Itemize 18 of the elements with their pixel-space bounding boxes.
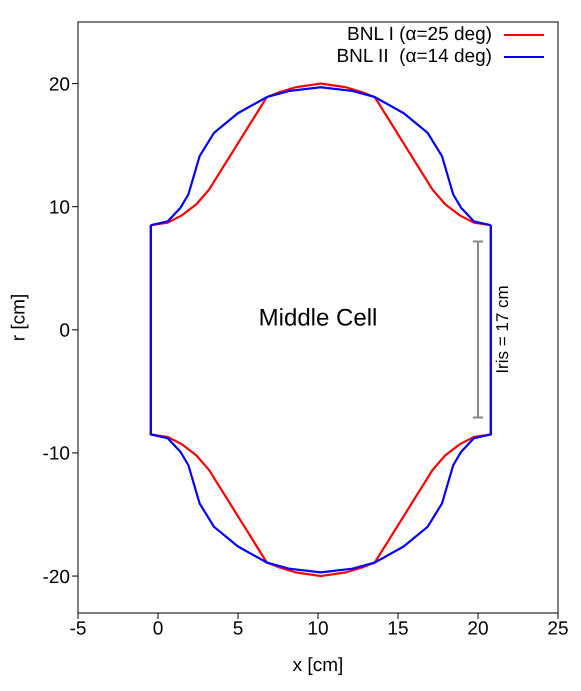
annotation: Iris = 17 cm <box>493 285 512 374</box>
y-tick-label: -20 <box>42 566 70 588</box>
x-tick-label: 15 <box>387 618 409 640</box>
x-tick-label: -5 <box>70 618 86 640</box>
annotation: Middle Cell <box>258 304 378 332</box>
x-axis-title: x [cm] <box>292 655 344 676</box>
y-tick-label: -10 <box>42 444 70 465</box>
x-tick-label: 20 <box>467 618 489 640</box>
legend-label: BNL II (α=14 deg) <box>336 46 492 68</box>
x-tick-label: 5 <box>232 618 244 640</box>
y-tick-label: 20 <box>48 74 70 96</box>
x-tick-label: 10 <box>307 618 329 640</box>
y-tick-label: 10 <box>48 197 70 218</box>
x-tick-label: 25 <box>547 618 569 640</box>
y-tick-label: 0 <box>59 320 70 342</box>
legend-label: BNL I (α=25 deg) <box>347 24 492 46</box>
x-tick-label: 0 <box>152 618 164 640</box>
y-axis-title: r [cm] <box>8 294 30 342</box>
